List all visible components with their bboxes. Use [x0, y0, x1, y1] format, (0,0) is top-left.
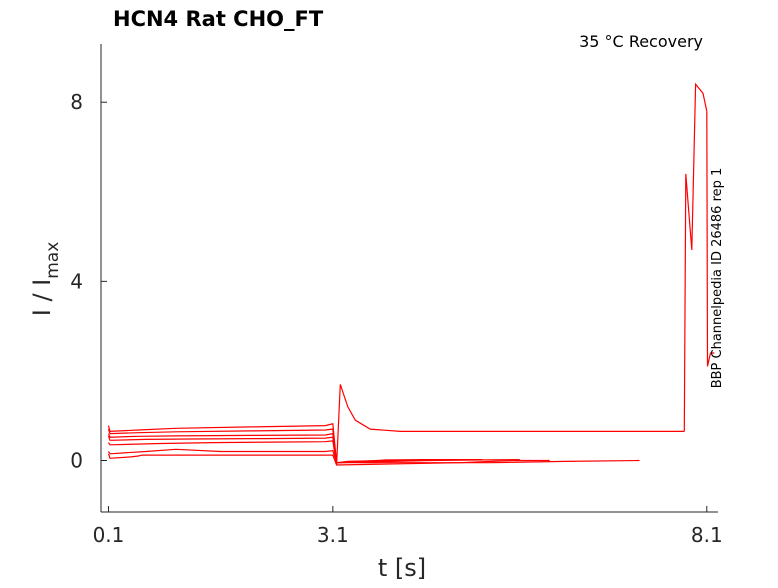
trace-9	[706, 111, 715, 367]
side-label-group: BBP Channelpedia ID 26486 rep 1	[710, 168, 725, 389]
y-axis-label-sub: max	[43, 242, 63, 279]
y-tick-label: 4	[70, 269, 83, 293]
y-tick-label: 0	[70, 448, 83, 472]
traces-group	[107, 82, 715, 466]
x-tick-label: 3.1	[317, 523, 349, 547]
trace-2	[107, 428, 460, 464]
y-tick-label: 8	[70, 90, 83, 114]
trace-4	[107, 435, 520, 464]
x-axis-label: t [s]	[378, 554, 426, 582]
y-axis-label-group: I / Imax	[28, 242, 63, 317]
side-label: BBP Channelpedia ID 26486 rep 1	[710, 168, 725, 389]
trace-3	[107, 432, 483, 464]
y-axis-label-main: I / I	[28, 279, 56, 317]
trace-7	[107, 384, 685, 466]
x-tick-label: 0.1	[93, 523, 125, 547]
condition-label: 35 °C Recovery	[579, 32, 703, 51]
y-axis-label: I / Imax	[28, 242, 63, 317]
trace-8	[683, 82, 708, 432]
x-tick-label: 8.1	[691, 523, 723, 547]
ticks-group: 0.1 3.1 8.1 0 4 8	[70, 90, 722, 547]
trace-6	[107, 448, 640, 464]
trace-5	[108, 440, 550, 466]
chart-title: HCN4 Rat CHO_FT	[113, 7, 324, 31]
